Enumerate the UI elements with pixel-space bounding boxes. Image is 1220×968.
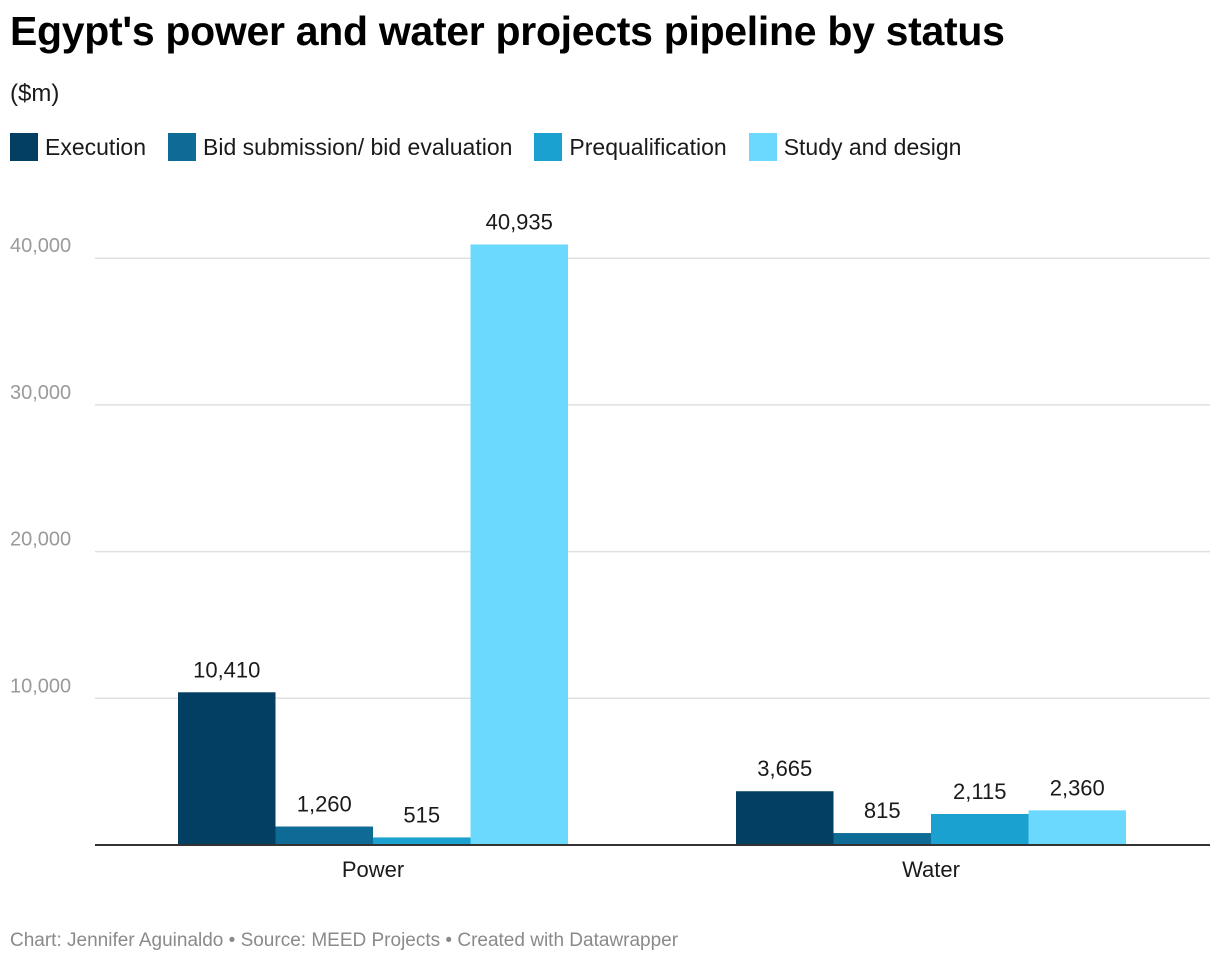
chart-footer: Chart: Jennifer Aguinaldo • Source: MEED… bbox=[10, 930, 679, 951]
legend-label-prequalification: Prequalification bbox=[569, 133, 727, 160]
y-tick-label: 40,000 bbox=[10, 235, 71, 257]
legend-swatch-prequalification bbox=[534, 133, 563, 161]
data-label: 10,410 bbox=[193, 657, 260, 682]
legend-label-execution: Execution bbox=[45, 133, 147, 160]
bar bbox=[931, 813, 1029, 845]
data-label: 2,115 bbox=[953, 779, 1006, 804]
data-label: 1,260 bbox=[297, 792, 352, 817]
bar bbox=[275, 826, 373, 845]
data-label: 815 bbox=[864, 798, 901, 823]
legend-swatch-execution bbox=[10, 133, 38, 161]
bar bbox=[373, 837, 471, 845]
y-tick-label: 10,000 bbox=[10, 675, 71, 697]
legend-item-execution: Execution bbox=[10, 133, 146, 161]
legend-item-prequalification: Prequalification bbox=[534, 133, 727, 161]
legend-swatch-study-and-design bbox=[748, 133, 777, 161]
bar bbox=[178, 692, 276, 845]
legend-swatch-bid-submission bbox=[168, 133, 197, 161]
y-tick-label: 30,000 bbox=[10, 382, 71, 404]
data-label: 40,935 bbox=[486, 209, 553, 234]
legend-item-bid-submission: Bid submission/ bid evaluation bbox=[168, 133, 512, 161]
bar bbox=[833, 833, 931, 845]
data-label: 3,665 bbox=[757, 756, 812, 781]
data-label: 515 bbox=[403, 802, 440, 827]
x-tick-label: Water bbox=[902, 857, 960, 882]
legend: Execution Bid submission/ bid evaluation… bbox=[10, 133, 983, 161]
chart-subtitle: ($m) bbox=[10, 80, 60, 107]
bar bbox=[470, 244, 568, 846]
chart-title: Egypt's power and water projects pipelin… bbox=[10, 8, 1005, 54]
bar bbox=[736, 791, 834, 845]
y-tick-label: 20,000 bbox=[10, 529, 71, 551]
legend-label-bid-submission: Bid submission/ bid evaluation bbox=[203, 133, 513, 160]
bar bbox=[1028, 810, 1126, 845]
x-tick-label: Power bbox=[342, 857, 404, 882]
legend-item-study-and-design: Study and design bbox=[748, 133, 962, 161]
legend-label-study-and-design: Study and design bbox=[783, 133, 962, 160]
data-label: 2,360 bbox=[1050, 775, 1105, 800]
